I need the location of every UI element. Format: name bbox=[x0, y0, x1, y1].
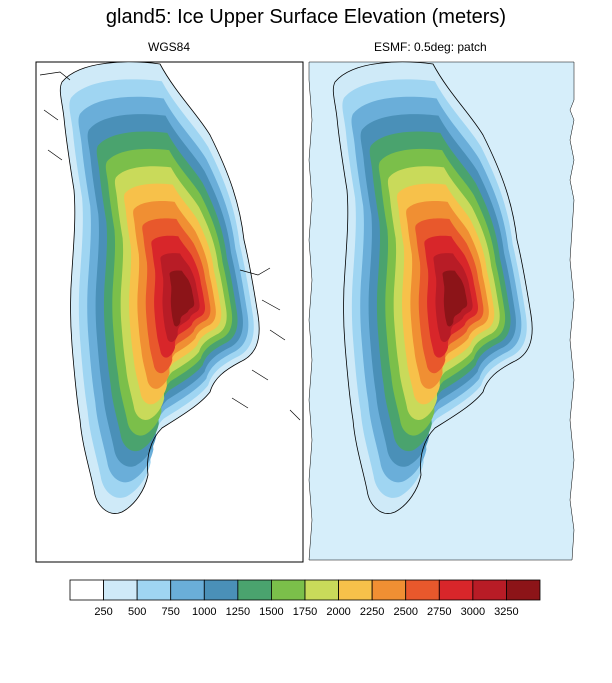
colorbar-swatch bbox=[371, 579, 407, 601]
colorbar-swatch bbox=[338, 579, 373, 601]
colorbar: 250 500 750 1000 1250 1500 1750 2000 2250 2500 275… bbox=[69, 579, 541, 618]
colorbar-tick-label: 1500 bbox=[259, 606, 283, 618]
colorbar-tick-label: 1750 bbox=[293, 606, 317, 618]
colorbar-tick-label: 2000 bbox=[326, 606, 350, 618]
right-panel-title: ESMF: 0.5deg: patch bbox=[374, 40, 487, 54]
chart-title: gland5: Ice Upper Surface Elevation (met… bbox=[105, 6, 507, 28]
colorbar-swatch bbox=[170, 579, 205, 601]
colorbar-swatch bbox=[103, 579, 138, 601]
left-map-panel bbox=[35, 61, 304, 563]
colorbar-tick-label: 250 bbox=[94, 606, 112, 618]
colorbar-swatch bbox=[69, 579, 104, 601]
colorbar-swatch bbox=[405, 579, 440, 601]
colorbar-tick-label: 1000 bbox=[192, 606, 216, 618]
left-coastline bbox=[39, 61, 301, 514]
colorbar-swatch bbox=[203, 579, 239, 601]
colorbar-swatch bbox=[237, 579, 272, 601]
colorbar-tick-label: 2250 bbox=[360, 606, 384, 618]
colorbar-tick-label: 500 bbox=[128, 606, 146, 618]
colorbar-swatch bbox=[304, 579, 339, 601]
colorbar-swatch bbox=[438, 579, 474, 601]
colorbar-tick-label: 2500 bbox=[393, 606, 417, 618]
colorbar-tick-label: 1250 bbox=[226, 606, 250, 618]
colorbar-swatch bbox=[136, 579, 172, 601]
colorbar-swatch bbox=[472, 579, 507, 601]
right-map-panel bbox=[308, 61, 575, 561]
colorbar-tick-label: 2750 bbox=[427, 606, 451, 618]
left-panel-title: WGS84 bbox=[148, 40, 191, 54]
colorbar-swatch bbox=[271, 579, 306, 601]
colorbar-tick-label: 750 bbox=[162, 606, 180, 618]
colorbar-tick-label: 3250 bbox=[494, 606, 518, 618]
colorbar-swatch bbox=[506, 579, 541, 601]
colorbar-tick-label: 3000 bbox=[461, 606, 485, 618]
